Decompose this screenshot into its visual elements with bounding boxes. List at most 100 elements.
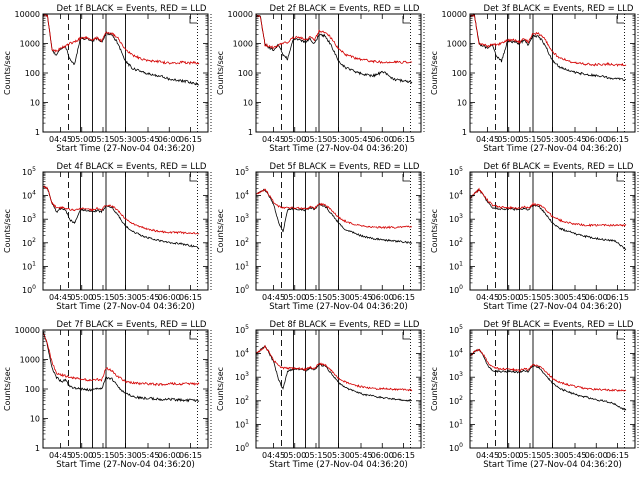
- series-events-line: [42, 331, 200, 403]
- chart-panel-1: Det 1f BLACK = Events, RED = LLD 1 10 100 10…: [3, 4, 212, 154]
- x-axis-label: Start Time (27-Nov-04 04:36:20): [269, 302, 408, 312]
- y-tick-base: 10: [449, 326, 459, 335]
- x-axis-label: Start Time (27-Nov-04 04:36:20): [483, 460, 622, 470]
- series-events-line: [42, 185, 200, 250]
- y-tick-base: 10: [235, 286, 245, 295]
- y-tick-label: 103: [235, 371, 249, 382]
- x-tick-label: 05:45: [349, 451, 372, 460]
- y-tick-label: 105: [22, 166, 36, 177]
- x-axis-label: Start Time (27-Nov-04 04:36:20): [483, 144, 622, 154]
- y-tick-base: 10: [22, 262, 32, 271]
- y-tick-base: 10: [235, 262, 245, 271]
- y-tick-label: 100: [22, 284, 36, 295]
- y-tick-label: 101: [235, 260, 249, 271]
- y-tick-label: 1000: [447, 40, 467, 49]
- series-lld-line: [469, 187, 627, 228]
- x-tick-label: 05:00: [283, 451, 306, 460]
- y-tick-exponent: 4: [245, 190, 249, 197]
- y-tick-label: 10000: [228, 10, 253, 19]
- y-tick-exponent: 5: [245, 324, 249, 331]
- y-tick-base: 10: [449, 239, 459, 248]
- corner-mark: [616, 332, 624, 340]
- y-tick-label: 10: [30, 99, 40, 108]
- x-tick-label: 05:30: [114, 293, 137, 302]
- corner-mark: [402, 16, 410, 24]
- y-tick-exponent: 2: [459, 395, 463, 402]
- x-tick-label: 05:45: [349, 135, 372, 144]
- y-tick-base: 10: [235, 373, 245, 382]
- y-tick-base: 10: [449, 168, 459, 177]
- y-tick-label: 10000: [15, 10, 40, 19]
- y-axis-label: Counts/sec: [216, 367, 225, 411]
- panel-title: Det 5f BLACK = Events, RED = LLD: [270, 162, 420, 172]
- x-tick-label: 05:00: [497, 451, 520, 460]
- panel-title: Det 7f BLACK = Events, RED = LLD: [57, 320, 207, 330]
- y-tick-label: 101: [235, 418, 249, 429]
- x-tick-label: 04:45: [49, 451, 72, 460]
- x-tick-label: 05:30: [327, 135, 350, 144]
- y-tick-label: 1000: [20, 356, 40, 365]
- y-tick-label: 103: [449, 371, 463, 382]
- y-tick-label: 102: [235, 395, 249, 406]
- y-tick-base: 10: [449, 350, 459, 359]
- y-tick-exponent: 4: [245, 348, 249, 355]
- y-tick-label: 100: [25, 385, 40, 394]
- x-tick-label: 05:15: [518, 451, 541, 460]
- x-tick-label: 05:15: [91, 451, 114, 460]
- corner-mark: [616, 16, 624, 24]
- y-tick-exponent: 1: [245, 260, 249, 267]
- x-tick-label: 05:30: [327, 451, 350, 460]
- x-tick-label: 05:45: [136, 451, 159, 460]
- y-tick-base: 10: [235, 192, 245, 201]
- x-tick-label: 06:15: [606, 293, 629, 302]
- y-tick-base: 10: [449, 420, 459, 429]
- x-tick-label: 05:15: [304, 293, 327, 302]
- x-tick-label: 05:30: [327, 293, 350, 302]
- y-tick-exponent: 5: [459, 166, 463, 173]
- y-tick-label: 103: [235, 213, 249, 224]
- x-tick-label: 04:45: [49, 135, 72, 144]
- chart-panel-5: Det 5f BLACK = Events, RED = LLD10010110…: [216, 162, 425, 312]
- panel-title: Det 6f BLACK = Events, RED = LLD: [484, 162, 634, 172]
- corner-mark: [189, 332, 197, 340]
- y-tick-base: 10: [449, 444, 459, 453]
- x-tick-label: 05:15: [518, 293, 541, 302]
- y-tick-exponent: 2: [245, 237, 249, 244]
- x-axis-label: Start Time (27-Nov-04 04:36:20): [483, 302, 622, 312]
- x-tick-label: 04:45: [262, 451, 285, 460]
- series-events-line: [469, 188, 627, 251]
- x-tick-label: 06:00: [158, 451, 181, 460]
- x-tick-label: 06:00: [158, 135, 181, 144]
- x-tick-label: 05:30: [541, 293, 564, 302]
- series-lld-line: [255, 14, 413, 65]
- x-tick-label: 04:45: [262, 293, 285, 302]
- chart-panel-8: Det 8f BLACK = Events, RED = LLD10010110…: [216, 320, 425, 470]
- corner-mark: [402, 332, 410, 340]
- y-tick-exponent: 2: [32, 237, 36, 244]
- y-tick-exponent: 1: [32, 260, 36, 267]
- y-tick-exponent: 1: [459, 260, 463, 267]
- y-tick-label: 101: [22, 260, 36, 271]
- y-tick-exponent: 1: [245, 418, 249, 425]
- y-tick-label: 10: [457, 99, 467, 108]
- series-lld-line: [42, 332, 200, 387]
- x-tick-label: 04:45: [476, 135, 499, 144]
- y-tick-exponent: 4: [32, 190, 36, 197]
- y-tick-label: 10: [243, 99, 253, 108]
- panel-title: Det 8f BLACK = Events, RED = LLD: [270, 320, 420, 330]
- x-tick-label: 06:15: [392, 293, 415, 302]
- series-events-line: [42, 13, 200, 86]
- chart-panel-4: Det 4f BLACK = Events, RED = LLD10010110…: [3, 162, 212, 312]
- series-lld-line: [469, 348, 627, 392]
- corner-mark: [616, 174, 624, 182]
- chart-panel-7: Det 7f BLACK = Events, RED = LLD 1 10 100 10…: [3, 320, 212, 470]
- panel-title: Det 4f BLACK = Events, RED = LLD: [57, 162, 207, 172]
- y-tick-label: 10000: [15, 326, 40, 335]
- y-tick-label: 100: [235, 284, 249, 295]
- y-tick-label: 100: [452, 69, 467, 78]
- x-tick-label: 05:30: [114, 135, 137, 144]
- x-tick-label: 06:00: [585, 451, 608, 460]
- y-tick-exponent: 4: [459, 348, 463, 355]
- y-tick-label: 104: [235, 190, 249, 201]
